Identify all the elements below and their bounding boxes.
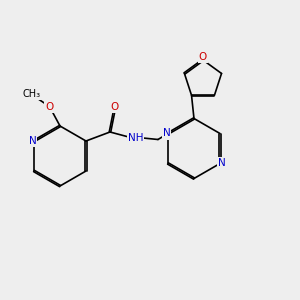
- Text: N: N: [28, 136, 36, 146]
- Text: CH₃: CH₃: [22, 89, 40, 100]
- Text: O: O: [110, 101, 118, 112]
- Text: O: O: [199, 52, 207, 62]
- Text: NH: NH: [128, 133, 143, 143]
- Text: N: N: [218, 158, 225, 169]
- Text: N: N: [163, 128, 170, 139]
- Text: O: O: [45, 101, 54, 112]
